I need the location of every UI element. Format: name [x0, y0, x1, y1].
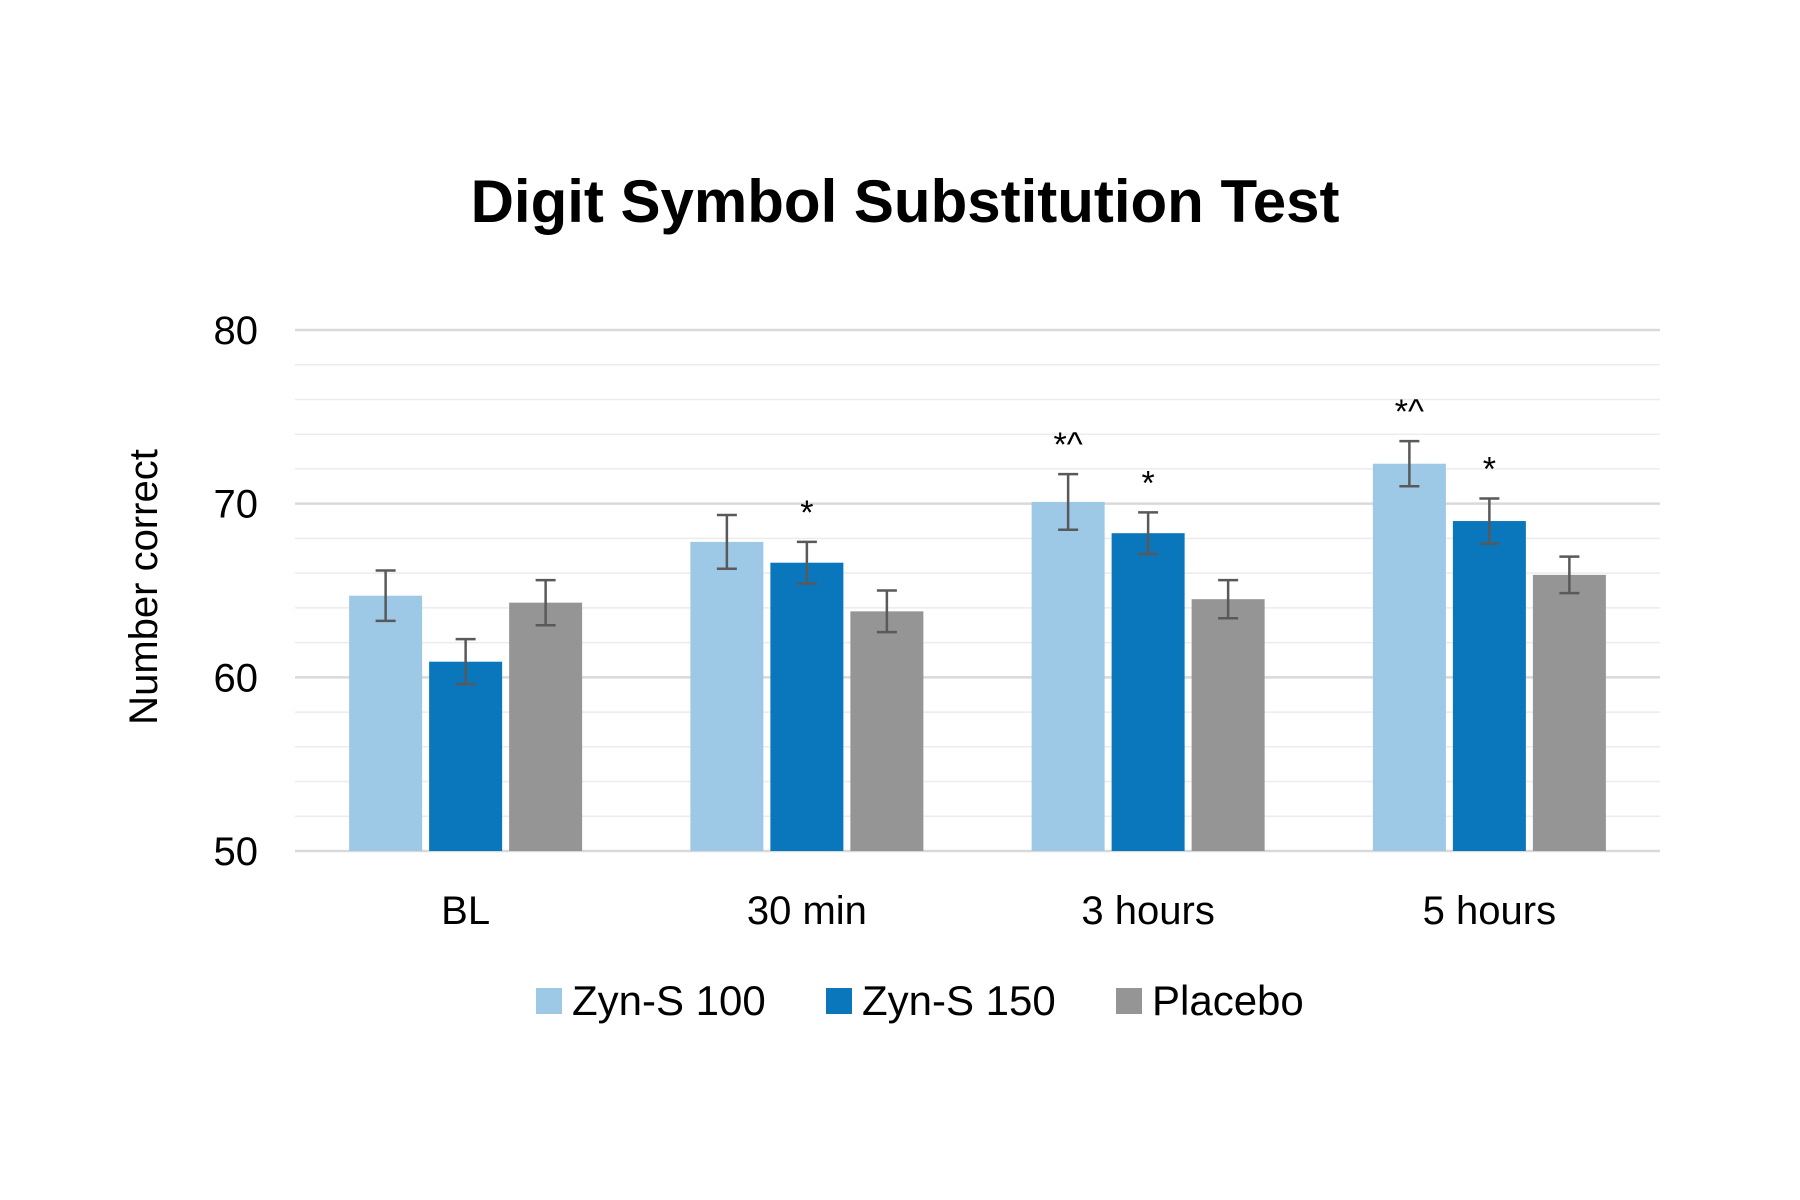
bar	[1111, 533, 1185, 851]
legend-label: Zyn-S 100	[572, 977, 766, 1024]
significance-annotations: * *^ * *^ *	[800, 393, 1496, 532]
x-tick-label: BL	[441, 889, 490, 933]
legend-swatch	[1116, 988, 1142, 1014]
bar	[1532, 574, 1606, 851]
bar	[770, 562, 844, 851]
y-tick-label: 60	[214, 656, 259, 700]
error-bar	[1479, 497, 1500, 545]
significance-annotation: *	[800, 494, 813, 532]
bars	[349, 463, 1606, 851]
bar	[1452, 521, 1526, 851]
significance-annotation: *	[1483, 450, 1496, 488]
legend-swatch	[536, 988, 562, 1014]
error-bar	[1058, 472, 1079, 531]
legend-label: Zyn-S 150	[862, 977, 1056, 1024]
error-bar	[716, 513, 737, 571]
error-bar	[1218, 578, 1239, 620]
legend-swatch	[826, 988, 852, 1014]
bar	[1031, 501, 1105, 851]
error-bar	[876, 589, 897, 634]
significance-annotation: *	[1142, 464, 1155, 502]
chart-title: Digit Symbol Substitution Test	[471, 168, 1340, 235]
bar	[690, 541, 764, 851]
x-axis-ticks: BL 30 min 3 hours 5 hours	[441, 889, 1556, 933]
legend-item: Placebo	[1116, 977, 1304, 1024]
y-tick-label: 50	[214, 830, 259, 874]
y-tick-label: 80	[214, 309, 259, 353]
error-bar	[796, 540, 817, 585]
error-bar	[1399, 439, 1420, 488]
bar	[349, 595, 423, 851]
legend: Zyn-S 100 Zyn-S 150 Placebo	[536, 977, 1304, 1024]
bar	[509, 602, 583, 851]
error-bars	[375, 439, 1580, 686]
bar	[1372, 463, 1446, 851]
x-tick-label: 3 hours	[1081, 889, 1214, 933]
significance-annotation: *^	[1054, 426, 1083, 464]
y-axis-title: Number correct	[122, 449, 166, 725]
y-tick-label: 70	[214, 483, 259, 527]
error-bar	[375, 569, 396, 623]
error-bar	[1138, 511, 1159, 556]
error-bar	[455, 637, 476, 686]
bar	[1191, 599, 1265, 851]
bar	[850, 611, 924, 851]
legend-item: Zyn-S 100	[536, 977, 766, 1024]
error-bar	[535, 578, 556, 627]
legend-item: Zyn-S 150	[826, 977, 1056, 1024]
error-bar	[1559, 555, 1580, 595]
x-tick-label: 30 min	[747, 889, 867, 933]
bar	[429, 661, 503, 851]
y-axis-ticks: 50 60 70 80	[214, 309, 259, 874]
x-tick-label: 5 hours	[1423, 889, 1556, 933]
legend-label: Placebo	[1152, 977, 1304, 1024]
significance-annotation: *^	[1395, 393, 1424, 431]
